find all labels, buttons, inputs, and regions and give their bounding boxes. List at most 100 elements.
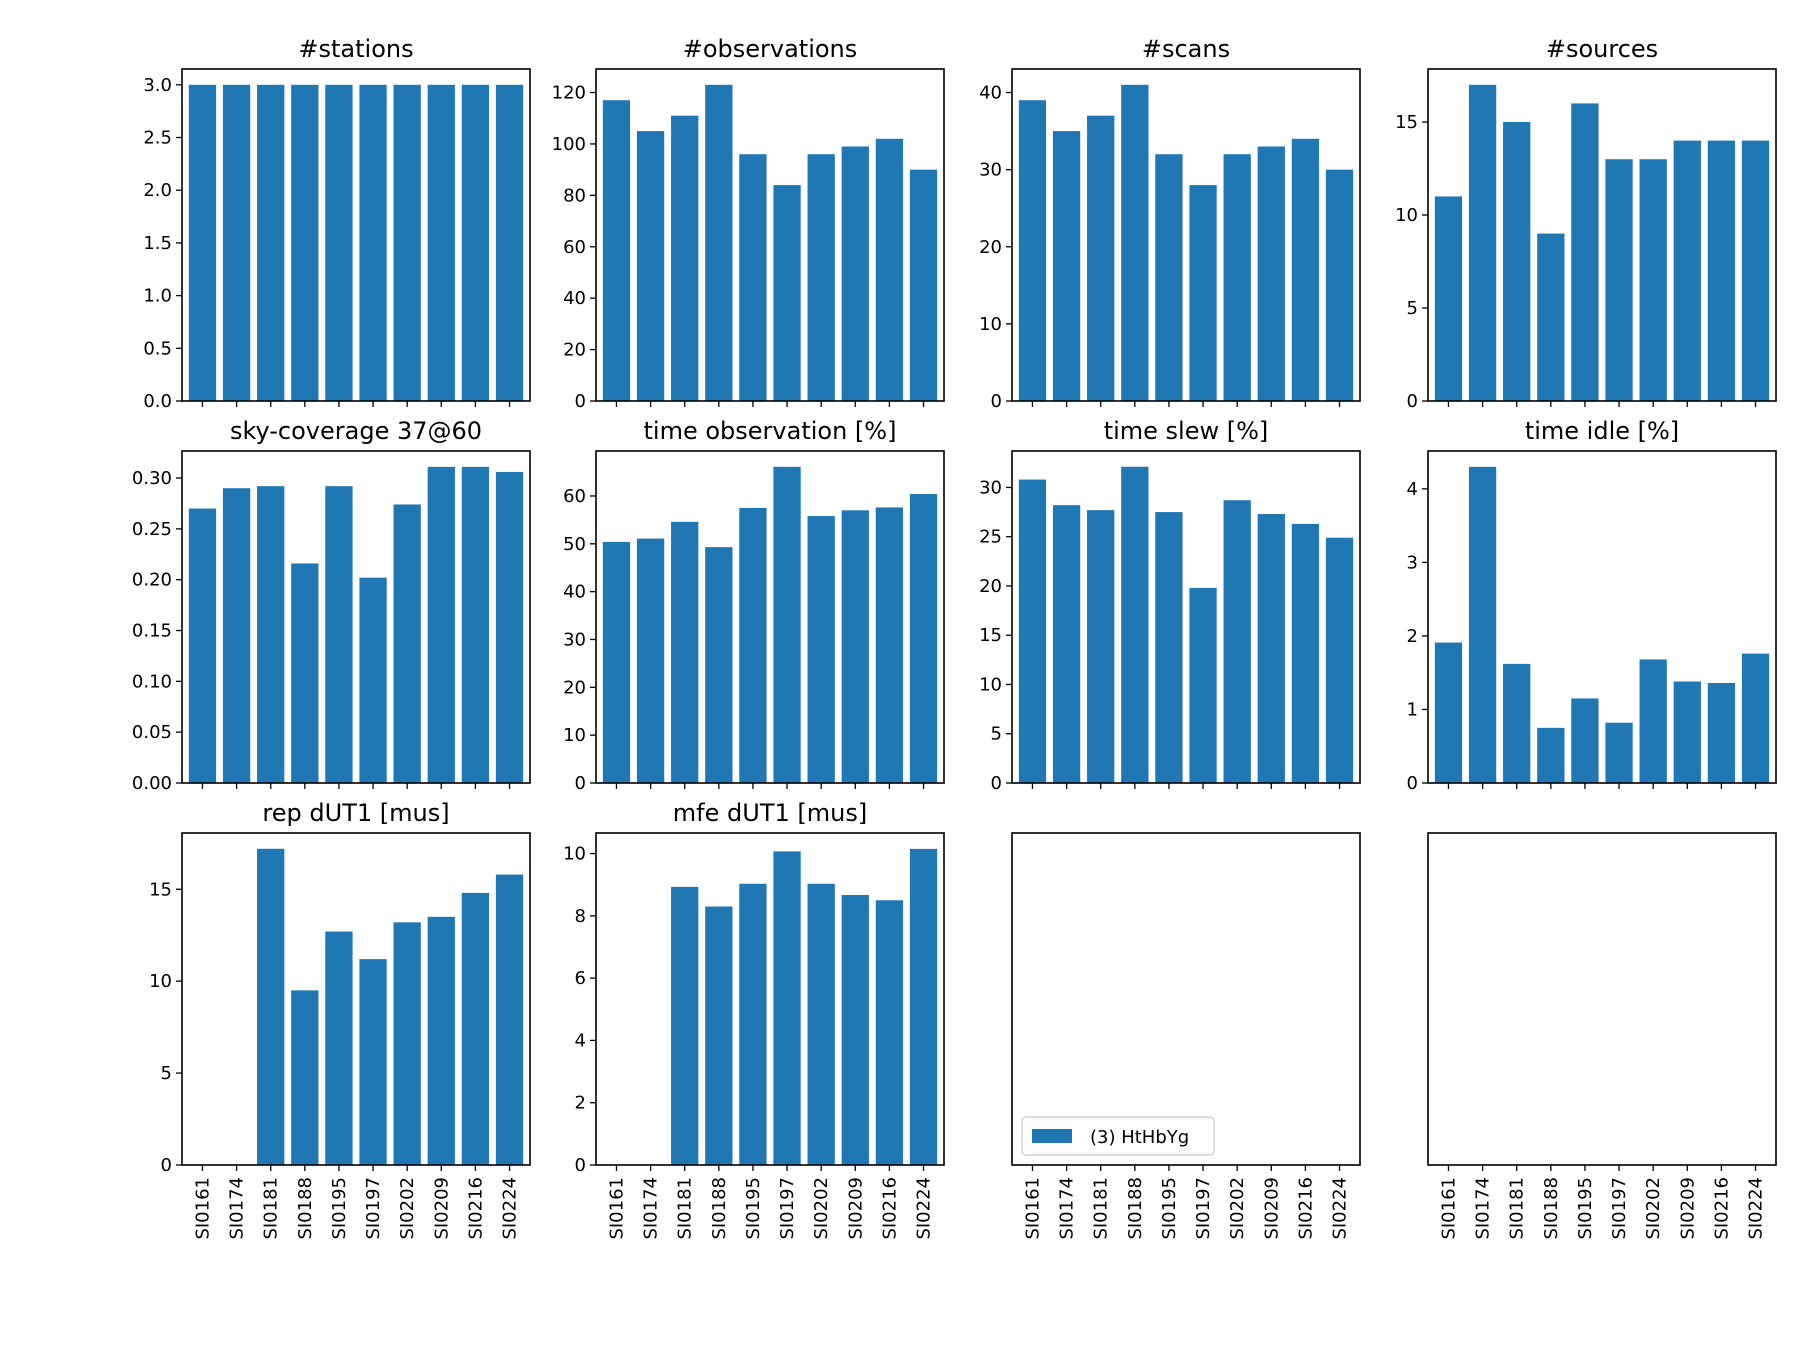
subplot: SI0161 SI0174 SI0181 SI0188 SI0195 SI0197 SI02… bbox=[1011, 832, 1361, 1240]
bar bbox=[1537, 727, 1565, 783]
bar bbox=[1121, 466, 1149, 783]
subplot: 0.0 0.5 1.0 1.5 2.0 2.5 3.0 #stations bbox=[143, 35, 531, 412]
x-tick-label: SI0181 bbox=[261, 1177, 282, 1240]
panel-title: time slew [%] bbox=[1104, 417, 1269, 445]
y-tick-label: 0.0 bbox=[143, 391, 172, 412]
axes-frame bbox=[1427, 832, 1777, 1166]
y-tick-label: 4 bbox=[575, 1030, 586, 1051]
bar bbox=[325, 931, 353, 1165]
y-tick-label: 20 bbox=[979, 237, 1002, 258]
axes-frame bbox=[1011, 68, 1361, 402]
bar bbox=[325, 486, 353, 783]
y-tick-label: 0 bbox=[991, 391, 1002, 412]
bar bbox=[359, 577, 387, 783]
bar bbox=[393, 922, 421, 1165]
x-tick-label: SI0209 bbox=[1677, 1177, 1698, 1240]
bar bbox=[1434, 196, 1463, 401]
panel-title: time observation [%] bbox=[644, 417, 897, 445]
y-tick-label: 5 bbox=[161, 1063, 172, 1084]
bar bbox=[841, 894, 869, 1165]
bar bbox=[257, 84, 285, 401]
bar bbox=[1673, 140, 1701, 402]
bar bbox=[671, 115, 699, 401]
axes-frame bbox=[1011, 832, 1361, 1166]
x-tick-label: SI0197 bbox=[777, 1177, 798, 1240]
bar bbox=[291, 990, 319, 1165]
x-tick-label: SI0174 bbox=[641, 1177, 662, 1240]
y-tick-label: 3.0 bbox=[143, 75, 172, 96]
bar bbox=[495, 874, 524, 1165]
x-tick-label: SI0197 bbox=[1193, 1177, 1214, 1240]
bar bbox=[1639, 659, 1667, 783]
bar bbox=[427, 916, 455, 1165]
bar bbox=[773, 466, 801, 783]
x-tick-label: SI0216 bbox=[465, 1177, 486, 1240]
bar bbox=[739, 154, 767, 401]
x-tick-label: SI0209 bbox=[431, 1177, 452, 1240]
bar bbox=[1257, 146, 1285, 401]
bar bbox=[393, 84, 421, 401]
axes-frame bbox=[1427, 68, 1777, 402]
x-tick-label: SI0202 bbox=[811, 1177, 832, 1240]
y-tick-label: 25 bbox=[979, 527, 1002, 548]
y-tick-label: 40 bbox=[563, 288, 586, 309]
x-tick-label: SI0188 bbox=[1125, 1177, 1146, 1240]
bar bbox=[1537, 233, 1565, 401]
bar bbox=[1155, 154, 1183, 401]
bar bbox=[1223, 154, 1251, 401]
bar bbox=[602, 541, 631, 783]
x-tick-label: SI0202 bbox=[397, 1177, 418, 1240]
x-tick-label: SI0161 bbox=[1022, 1177, 1043, 1240]
y-tick-label: 0.10 bbox=[132, 671, 172, 692]
bar bbox=[671, 886, 699, 1165]
bar bbox=[461, 466, 490, 783]
axes-frame bbox=[595, 832, 945, 1166]
y-tick-label: 0 bbox=[575, 773, 586, 794]
panel-title: mfe dUT1 [mus] bbox=[673, 799, 867, 827]
y-tick-label: 40 bbox=[563, 582, 586, 603]
y-tick-label: 20 bbox=[979, 576, 1002, 597]
bar bbox=[1189, 587, 1217, 783]
bar bbox=[495, 471, 524, 783]
panel-title: #scans bbox=[1142, 35, 1230, 63]
y-tick-label: 5 bbox=[991, 724, 1002, 745]
y-tick-label: 0.05 bbox=[132, 722, 172, 743]
y-tick-label: 60 bbox=[563, 237, 586, 258]
x-tick-label: SI0181 bbox=[675, 1177, 696, 1240]
bar bbox=[875, 138, 904, 402]
x-tick-label: SI0209 bbox=[845, 1177, 866, 1240]
y-tick-label: 0.30 bbox=[132, 468, 172, 489]
bar bbox=[1223, 500, 1251, 783]
y-tick-label: 30 bbox=[979, 477, 1002, 498]
panel-title: sky-coverage 37@60 bbox=[230, 417, 482, 445]
x-tick-label: SI0216 bbox=[879, 1177, 900, 1240]
y-tick-label: 8 bbox=[575, 906, 586, 927]
bar bbox=[427, 466, 455, 783]
y-tick-label: 10 bbox=[563, 725, 586, 746]
bar bbox=[393, 504, 421, 783]
bar bbox=[257, 486, 285, 783]
x-tick-label: SI0195 bbox=[743, 1177, 764, 1240]
axes-frame bbox=[1427, 450, 1777, 784]
subplot: 0 2 4 6 8 10 SI0161 SI0174 SI0181 SI0188 SI0195 SI0… bbox=[563, 799, 945, 1240]
x-tick-label: SI0202 bbox=[1227, 1177, 1248, 1240]
y-tick-label: 0.25 bbox=[132, 519, 172, 540]
subplot: 0 10 20 30 40 50 60 time observation [%] bbox=[563, 417, 945, 794]
x-tick-label: SI0174 bbox=[227, 1177, 248, 1240]
panel-title: rep dUT1 [mus] bbox=[262, 799, 449, 827]
subplot: 0.00 0.05 0.10 0.15 0.20 0.25 0.30 sky-coverage… bbox=[132, 417, 531, 794]
legend-box bbox=[1021, 1116, 1215, 1156]
axes-frame bbox=[181, 450, 531, 784]
bar bbox=[1571, 103, 1599, 401]
bar bbox=[705, 84, 733, 401]
x-tick-label: SI0224 bbox=[1746, 1177, 1767, 1240]
y-tick-label: 20 bbox=[563, 340, 586, 361]
x-tick-label: SI0161 bbox=[606, 1177, 627, 1240]
x-tick-label: SI0174 bbox=[1057, 1177, 1078, 1240]
axes-frame bbox=[181, 68, 531, 402]
bar bbox=[636, 131, 665, 401]
legend-label: (3) HtHbYg bbox=[1090, 1127, 1189, 1148]
legend: (3) HtHbYg bbox=[1021, 1116, 1215, 1156]
axes-frame bbox=[1011, 450, 1361, 784]
y-tick-label: 0.15 bbox=[132, 621, 172, 642]
